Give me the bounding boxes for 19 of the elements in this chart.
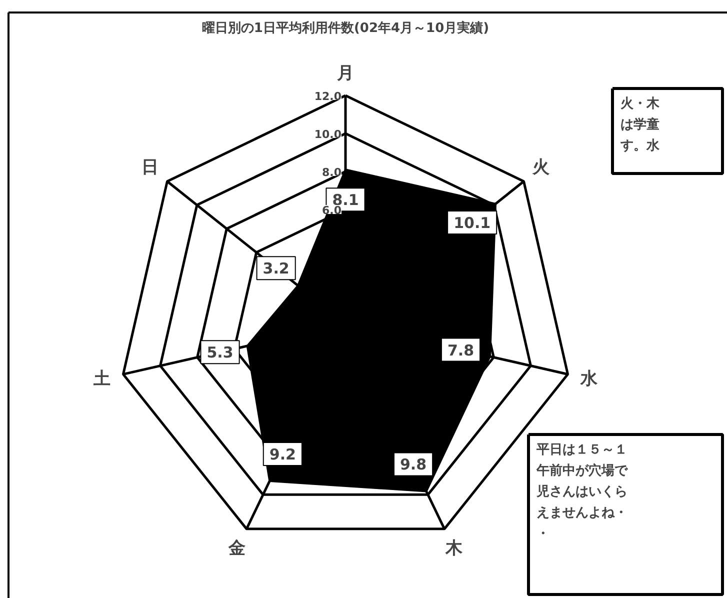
data-label: 7.8 <box>447 341 474 360</box>
spoke-label: 水 <box>580 369 599 390</box>
y-tick-label: 12.0 <box>314 90 342 103</box>
y-tick-label: 8.0 <box>322 166 342 179</box>
data-label: 9.2 <box>269 445 296 464</box>
text: 火・木は学童す。水 <box>620 96 660 154</box>
spoke-label: 土 <box>92 369 110 390</box>
text: 平日は１５～１午前中が穴場で児さんはいくらえませんよね・・ <box>536 442 628 542</box>
spoke-label: 日 <box>142 158 159 178</box>
data-label: 3.2 <box>262 260 290 278</box>
data-label: 5.3 <box>206 344 234 362</box>
spoke-label: 金 <box>228 538 246 559</box>
y-tick-label: 10.0 <box>314 128 342 141</box>
spoke-label: 木 <box>444 538 464 559</box>
chart-title: 曜日別の1日平均利用件数(02年4月～10月実績) <box>202 20 490 36</box>
spoke-label: 月 <box>336 64 354 84</box>
data-label: 10.1 <box>454 214 491 232</box>
spoke-label: 火 <box>532 158 550 178</box>
data-label: 9.8 <box>400 456 427 474</box>
